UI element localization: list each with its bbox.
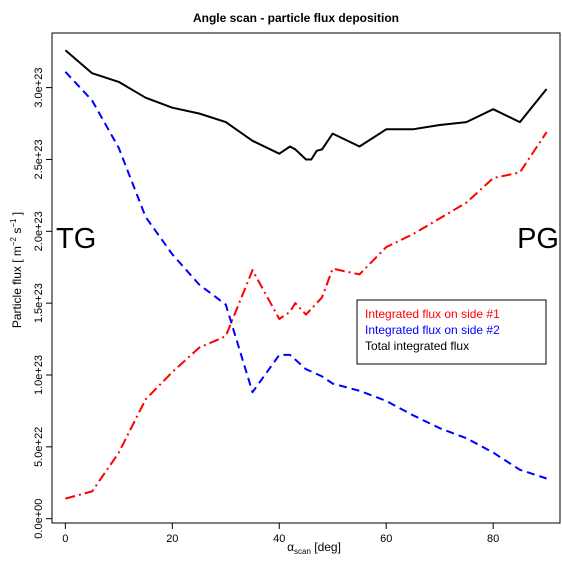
y-tick-label: 0.0e+00 [33, 499, 45, 539]
y-axis-label-end: ] [10, 212, 24, 219]
series-line-3 [64, 49, 548, 161]
x-tick-label: 0 [62, 533, 68, 545]
y-tick-label: 1.0e+23 [33, 355, 45, 395]
y-tick-label: 5.0e+22 [33, 427, 45, 467]
x-tick-label: 40 [273, 533, 285, 545]
y-axis-label: Particle flux [ m−2 s−1 ] [9, 212, 24, 328]
series-line-1 [65, 131, 548, 500]
legend-item-side1: Integrated flux on side #1 [365, 307, 500, 321]
x-axis: 0 20 40 60 80 [62, 523, 499, 545]
x-tick-label: 80 [487, 533, 499, 545]
plot-frame [51, 32, 561, 524]
series-layer [64, 49, 548, 500]
legend-item-side2: Integrated flux on side #2 [365, 323, 500, 337]
legend-box [356, 299, 547, 365]
y-axis-label-main: Particle flux [ m [10, 246, 24, 328]
y-axis-label-exp1: −2 [9, 236, 18, 246]
x-tick-label: 20 [166, 533, 178, 545]
x-axis-label-sub: scan [294, 547, 311, 556]
chart-title: Angle scan - particle flux deposition [193, 11, 399, 25]
series-line-2 [64, 71, 547, 480]
y-axis-label-mid: s [10, 228, 24, 237]
x-tick-label: 60 [380, 533, 392, 545]
y-axis: 0.0e+00 5.0e+22 1.0e+23 1.5e+23 2.0e+23 2.5e+… [33, 68, 52, 539]
y-axis-label-exp2: −1 [9, 218, 18, 228]
x-axis-label-main: α [287, 540, 294, 554]
annotation-pg: PG [517, 223, 559, 255]
x-axis-label-unit: [deg] [311, 540, 341, 554]
legend-item-total: Total integrated flux [365, 339, 469, 353]
y-tick-label: 2.5e+23 [33, 139, 45, 179]
y-tick-label: 1.5e+23 [33, 283, 45, 323]
legend: Integrated flux on side #1 Integrated fl… [356, 299, 547, 365]
x-axis-label: αscan [deg] [287, 540, 341, 556]
y-tick-label: 2.0e+23 [33, 211, 45, 251]
annotation-tg: TG [56, 223, 96, 255]
y-tick-label: 3.0e+23 [33, 68, 45, 108]
